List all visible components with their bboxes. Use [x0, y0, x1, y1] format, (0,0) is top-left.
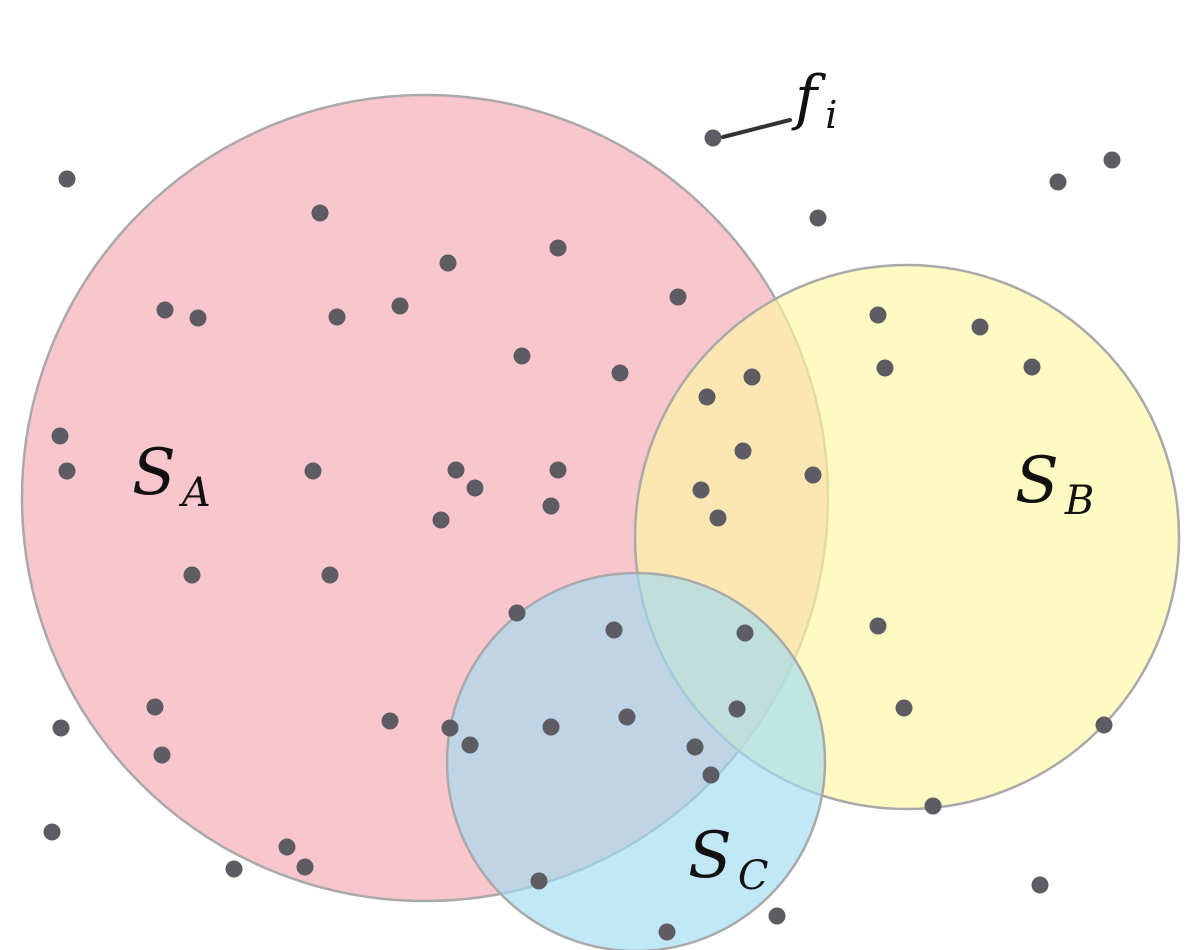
- feature-point: [1095, 716, 1113, 734]
- feature-point: [876, 359, 894, 377]
- feature-point: [658, 923, 676, 941]
- feature-point: [508, 604, 526, 622]
- feature-point: [51, 427, 69, 445]
- set-c-circle: [445, 571, 827, 950]
- feature-point: [1031, 876, 1049, 894]
- feature-point: [153, 746, 171, 764]
- set-b-label-subscript: B: [1064, 478, 1094, 524]
- feature-point: [183, 566, 201, 584]
- feature-point: [447, 461, 465, 479]
- feature-point: [58, 170, 76, 188]
- set-b-label: S B: [1015, 444, 1094, 524]
- feature-point: [278, 838, 296, 856]
- feature-point: [809, 209, 827, 227]
- feature-points: [43, 129, 1121, 941]
- feature-point: [542, 718, 560, 736]
- feature-point: [618, 708, 636, 726]
- feature-point: [734, 442, 752, 460]
- feature-point: [439, 254, 457, 272]
- feature-point: [804, 466, 822, 484]
- feature-point: [686, 738, 704, 756]
- feature-point: [669, 288, 687, 306]
- feature-point: [461, 736, 479, 754]
- set-a-label-subscript: A: [178, 470, 211, 516]
- feature-point: [549, 461, 567, 479]
- feature-point: [328, 308, 346, 326]
- feature-point: [709, 509, 727, 527]
- feature-point: [549, 239, 567, 257]
- feature-point: [869, 617, 887, 635]
- feature-point: [869, 306, 887, 324]
- feature-point: [542, 497, 560, 515]
- set-c-label-main: S: [688, 819, 732, 893]
- set-c-label-subscript: C: [738, 853, 769, 899]
- feature-point: [611, 364, 629, 382]
- feature-point: [1049, 173, 1067, 191]
- feature-label-main: f: [791, 63, 827, 133]
- feature-point: [895, 699, 913, 717]
- feature-point: [728, 700, 746, 718]
- feature-point: [605, 621, 623, 639]
- feature-point: [189, 309, 207, 327]
- feature-point: [768, 907, 786, 925]
- feature-point: [704, 129, 722, 147]
- feature-point: [698, 388, 716, 406]
- feature-point: [736, 624, 754, 642]
- feature-point: [924, 797, 942, 815]
- feature-point: [321, 566, 339, 584]
- feature-point: [513, 347, 531, 365]
- feature-point: [441, 719, 459, 737]
- feature-point: [52, 719, 70, 737]
- feature-point: [304, 462, 322, 480]
- feature-label: f i: [791, 63, 837, 137]
- feature-point: [225, 860, 243, 878]
- feature-point: [432, 511, 450, 529]
- feature-point: [146, 698, 164, 716]
- feature-leader-line: [721, 118, 792, 139]
- feature-point: [1023, 358, 1041, 376]
- feature-point: [702, 766, 720, 784]
- set-b-label-main: S: [1015, 444, 1059, 518]
- feature-point: [530, 872, 548, 890]
- feature-point: [156, 301, 174, 319]
- feature-point: [43, 823, 61, 841]
- feature-point: [311, 204, 329, 222]
- feature-label-subscript: i: [825, 93, 837, 137]
- set-c-label: S C: [688, 819, 768, 899]
- feature-point: [391, 297, 409, 315]
- feature-point: [743, 368, 761, 386]
- set-a-label-main: S: [132, 436, 176, 510]
- feature-point: [971, 318, 989, 336]
- feature-point: [692, 481, 710, 499]
- feature-point: [296, 858, 314, 876]
- set-a-label: S A: [132, 436, 211, 516]
- feature-point: [381, 712, 399, 730]
- feature-point: [58, 462, 76, 480]
- feature-point: [1103, 151, 1121, 169]
- feature-point: [466, 479, 484, 497]
